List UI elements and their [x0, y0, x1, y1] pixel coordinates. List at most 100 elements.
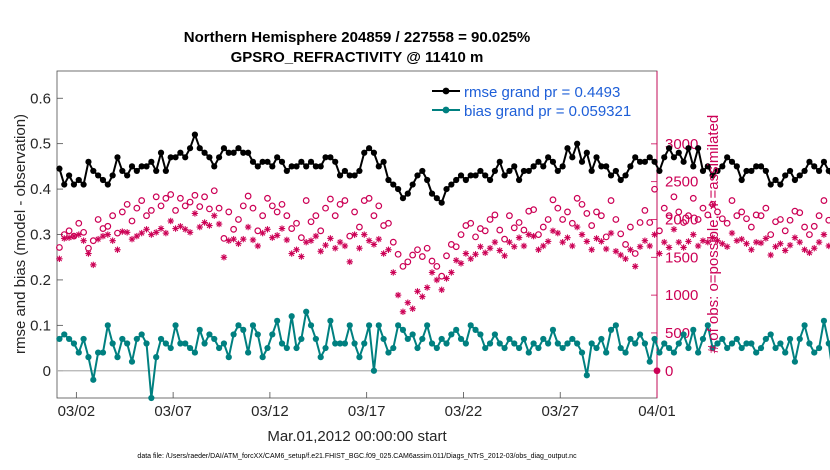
obs-possible-point — [399, 262, 407, 270]
rmse-point — [172, 154, 179, 161]
obs-assimilated-point — [317, 248, 324, 255]
obs-possible-point — [743, 215, 750, 223]
bias-point — [467, 322, 474, 329]
obs-possible-point — [559, 216, 567, 223]
rmse-point — [206, 154, 213, 161]
obs-assimilated-point — [554, 229, 562, 237]
bias-point — [695, 349, 702, 356]
bias-point — [346, 322, 353, 329]
obs-possible-point — [607, 197, 615, 204]
obs-possible-point — [825, 216, 830, 224]
obs-assimilated-point — [56, 255, 63, 263]
obs-assimilated-point — [307, 237, 315, 244]
obs-possible-point — [341, 197, 349, 204]
bias-point — [61, 331, 68, 338]
rmse-point — [782, 172, 789, 179]
obs-assimilated-point — [75, 231, 82, 238]
rmse-point — [457, 172, 465, 179]
obs-assimilated-point — [641, 237, 649, 244]
rmse-point — [278, 158, 286, 165]
rmse-point — [414, 172, 421, 179]
obs-possible-point — [602, 233, 610, 241]
obs-possible-point — [515, 219, 523, 226]
rmse-point — [61, 181, 68, 188]
obs-possible-point — [428, 257, 436, 265]
bias-point — [462, 340, 469, 347]
obs-assimilated-point — [496, 247, 503, 254]
obs-possible-point — [781, 227, 789, 235]
obs-possible-point — [496, 226, 504, 234]
rmse-point — [622, 172, 629, 179]
rmse-point — [525, 167, 532, 175]
obs-possible-point — [191, 191, 199, 199]
bias-point — [588, 340, 595, 347]
obs-assimilated-point — [235, 240, 242, 247]
obs-assimilated-point — [699, 237, 707, 244]
rmse-point — [114, 154, 121, 161]
bias-point — [786, 335, 794, 343]
rmse-point — [332, 158, 339, 165]
obs-possible-point — [544, 216, 552, 223]
bias-point — [511, 340, 518, 347]
bias-point — [665, 344, 673, 352]
bias-point — [390, 344, 397, 352]
obs-assimilated-point — [452, 257, 460, 264]
rmse-point — [825, 167, 830, 175]
y-right-tick-label: 2500 — [665, 174, 698, 191]
rmse-point — [288, 163, 295, 170]
obs-assimilated-point — [680, 244, 687, 251]
obs-assimilated-point — [486, 245, 494, 252]
obs-possible-point — [597, 212, 605, 220]
bias-point — [128, 358, 136, 365]
bias-point — [298, 335, 305, 343]
rmse-point — [95, 172, 102, 179]
rmse-point — [738, 176, 745, 184]
obs-assimilated-point — [109, 237, 116, 244]
y-left-tick-label: 0.3 — [30, 227, 51, 244]
bias-point — [709, 344, 716, 352]
obs-assimilated-point — [264, 226, 271, 233]
x-axis-label: Mar.01,2012 00:00:00 start — [267, 428, 447, 445]
rmse-point — [506, 167, 513, 175]
rmse-point — [177, 149, 184, 156]
obs-assimilated-point — [404, 299, 412, 306]
bias-point — [719, 335, 726, 343]
bias-point — [646, 358, 653, 365]
obs-possible-point — [235, 216, 242, 223]
rmse-point — [90, 167, 97, 175]
obs-assimilated-point — [182, 226, 189, 233]
bias-point — [724, 344, 731, 352]
bias-point — [399, 326, 407, 333]
bias-point — [225, 354, 232, 361]
rmse-point — [153, 167, 160, 175]
obs-possible-point — [356, 223, 363, 231]
obs-assimilated-point — [748, 246, 755, 253]
bias-point — [738, 344, 745, 352]
rmse-point — [757, 163, 765, 170]
rmse-point — [404, 190, 411, 197]
rmse-point — [186, 145, 194, 152]
obs-assimilated-point — [530, 232, 537, 240]
obs-assimilated-point — [336, 238, 344, 246]
bias-point — [632, 340, 639, 347]
obs-possible-point — [104, 222, 112, 230]
bias-point — [143, 340, 150, 347]
obs-possible-point — [172, 207, 179, 214]
obs-assimilated-point — [777, 240, 784, 247]
obs-assimilated-point — [491, 238, 499, 246]
obs-assimilated-point — [665, 244, 673, 251]
bias-point — [545, 340, 552, 347]
obs-possible-point — [215, 204, 223, 212]
x-tick-label: 03/27 — [541, 403, 579, 420]
obs-assimilated-point — [186, 229, 194, 236]
obs-assimilated-point — [506, 238, 513, 246]
obs-assimilated-point — [815, 238, 823, 246]
x-tick-label: 04/01 — [638, 403, 676, 420]
obs-assimilated-point — [196, 223, 203, 231]
obs-possible-point — [762, 204, 770, 212]
obs-assimilated-point — [806, 249, 813, 256]
rmse-point — [245, 149, 252, 156]
obs-assimilated-point — [622, 255, 629, 263]
bias-point — [607, 326, 615, 333]
